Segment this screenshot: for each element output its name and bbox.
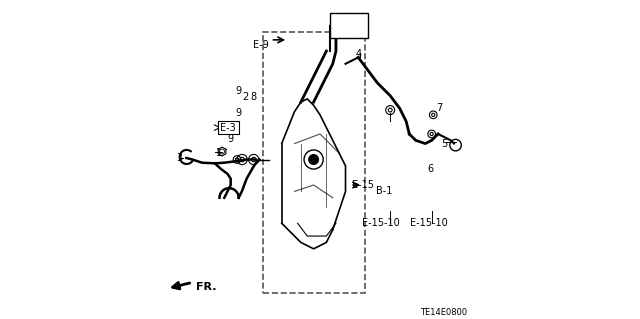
Text: TE14E0800: TE14E0800 [420, 308, 467, 317]
Text: 7: 7 [436, 103, 443, 114]
Text: 1: 1 [216, 148, 223, 158]
Text: E-15: E-15 [352, 180, 374, 190]
Text: 4: 4 [355, 49, 362, 59]
Text: 2: 2 [242, 92, 248, 102]
Text: 9: 9 [236, 86, 242, 96]
Text: E-15-10: E-15-10 [362, 218, 399, 228]
Text: FR.: FR. [196, 282, 216, 292]
Text: E-15-10: E-15-10 [410, 218, 447, 228]
FancyBboxPatch shape [218, 121, 239, 134]
Text: E-3: E-3 [220, 122, 236, 133]
Text: 6: 6 [427, 164, 433, 174]
Text: 3: 3 [177, 153, 182, 163]
Text: B-1: B-1 [376, 186, 392, 197]
Text: 9: 9 [236, 108, 242, 118]
Text: 8: 8 [250, 92, 256, 102]
Text: 9: 9 [228, 134, 234, 144]
Text: E-9: E-9 [253, 40, 269, 50]
Bar [330, 13, 368, 38]
Text: 5: 5 [442, 138, 447, 149]
Circle shape [309, 155, 319, 164]
